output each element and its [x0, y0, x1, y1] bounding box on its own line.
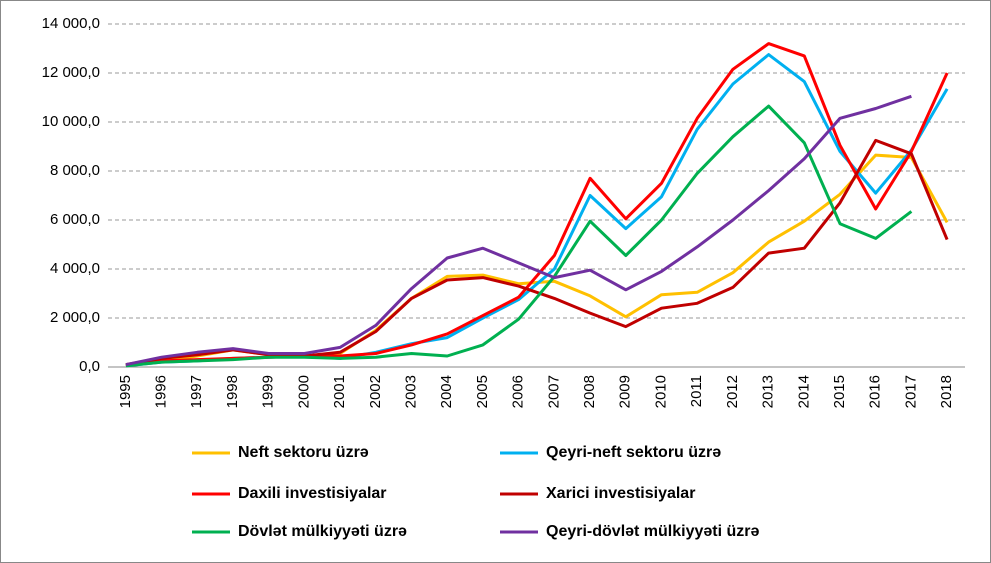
x-tick-label: 2014: [795, 375, 812, 408]
x-tick-label: 2001: [331, 375, 348, 408]
x-tick-label: 2007: [545, 375, 562, 408]
y-tick-label: 4 000,0: [50, 260, 100, 277]
y-tick-label: 0,0: [79, 358, 100, 375]
legend-label: Daxili investisiyalar: [238, 485, 387, 502]
x-tick-label: 1999: [260, 375, 277, 408]
x-tick-label: 1995: [117, 375, 134, 408]
legend-label: Qeyri-neft sektoru üzrə: [546, 444, 721, 461]
x-tick-label: 2017: [902, 375, 919, 408]
legend-label: Qeyri-dövlət mülkiyyəti üzrə: [546, 523, 760, 540]
x-tick-label: 2003: [402, 375, 419, 408]
x-tick-label: 2015: [831, 375, 848, 408]
x-tick-label: 2009: [617, 375, 634, 408]
series-line: [125, 94, 912, 367]
x-tick-label: 1997: [188, 375, 205, 408]
x-tick-label: 2008: [581, 375, 598, 408]
y-tick-label: 2 000,0: [50, 309, 100, 326]
y-tick-label: 8 000,0: [50, 162, 100, 179]
y-tick-label: 12 000,0: [42, 64, 100, 81]
legend-label: Xarici investisiyalar: [546, 485, 695, 502]
y-tick-label: 10 000,0: [42, 113, 100, 130]
y-tick-label: 6 000,0: [50, 211, 100, 228]
x-tick-label: 2013: [760, 375, 777, 408]
x-tick-label: 2006: [510, 375, 527, 408]
x-tick-label: 2016: [867, 375, 884, 408]
x-tick-label: 2000: [295, 375, 312, 408]
legend-label: Dövlət mülkiyyəti üzrə: [238, 523, 407, 540]
series-line: [125, 104, 913, 368]
y-tick-label: 14 000,0: [42, 15, 100, 32]
legend-label: Neft sektoru üzrə: [238, 444, 369, 461]
x-tick-label: 1996: [153, 375, 170, 408]
x-tick-label: 2005: [474, 375, 491, 408]
x-tick-label: 2004: [438, 375, 455, 408]
x-tick-label: 2012: [724, 375, 741, 408]
x-tick-label: 2002: [367, 375, 384, 408]
x-tick-label: 2018: [938, 375, 955, 408]
x-tick-label: 2011: [688, 375, 705, 407]
x-tick-label: 1998: [224, 375, 241, 408]
x-tick-label: 2010: [652, 375, 669, 408]
